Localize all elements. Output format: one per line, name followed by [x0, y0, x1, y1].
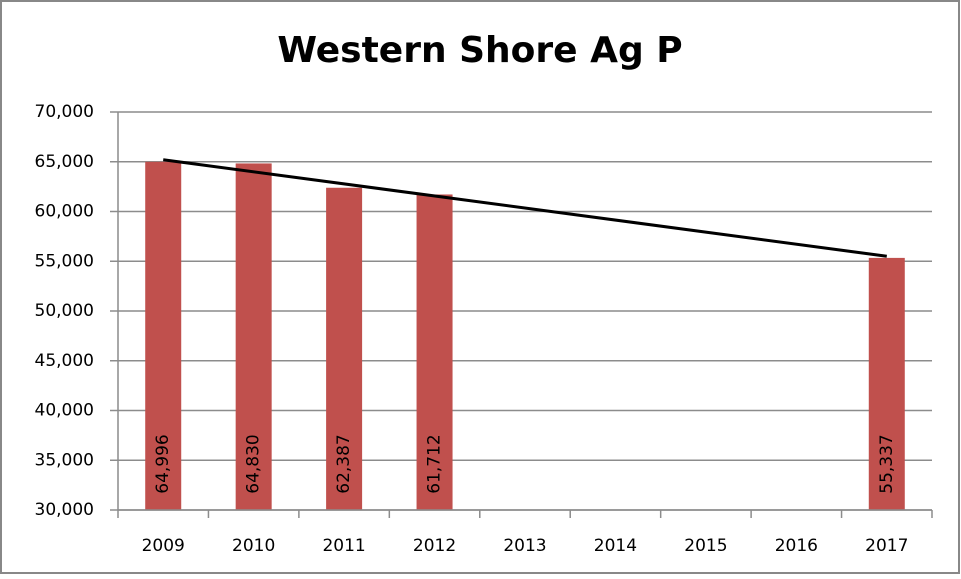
x-tick-label: 2014 — [594, 536, 637, 556]
x-tick-label: 2015 — [684, 536, 727, 556]
bar — [416, 194, 453, 510]
y-tick-label: 40,000 — [35, 401, 94, 421]
bar — [145, 161, 182, 510]
bar — [326, 187, 363, 511]
data-label: 55,337 — [877, 434, 897, 493]
y-tick-label: 55,000 — [35, 251, 94, 271]
data-label: 64,996 — [153, 434, 173, 493]
y-tick-label: 60,000 — [35, 202, 94, 222]
trend-line — [163, 158, 887, 258]
x-tick-label: 2017 — [865, 536, 908, 556]
x-tick-label: 2013 — [503, 536, 546, 556]
y-tick-label: 35,000 — [35, 450, 94, 470]
x-tick-label: 2012 — [413, 536, 456, 556]
data-label: 61,712 — [425, 434, 445, 493]
chart-title: Western Shore Ag P — [277, 30, 682, 71]
bar — [868, 257, 905, 510]
bar — [235, 163, 272, 510]
x-tick-label: 2011 — [322, 536, 365, 556]
x-tick-label: 2009 — [142, 536, 185, 556]
y-tick-label: 30,000 — [35, 500, 94, 520]
y-tick-label: 70,000 — [35, 102, 94, 122]
y-tick-label: 65,000 — [35, 152, 94, 172]
data-label: 62,387 — [334, 434, 354, 493]
x-tick-label: 2016 — [775, 536, 818, 556]
y-tick-label: 45,000 — [35, 351, 94, 371]
y-tick-label: 50,000 — [35, 301, 94, 321]
data-label: 64,830 — [244, 434, 264, 493]
x-tick-label: 2010 — [232, 536, 275, 556]
